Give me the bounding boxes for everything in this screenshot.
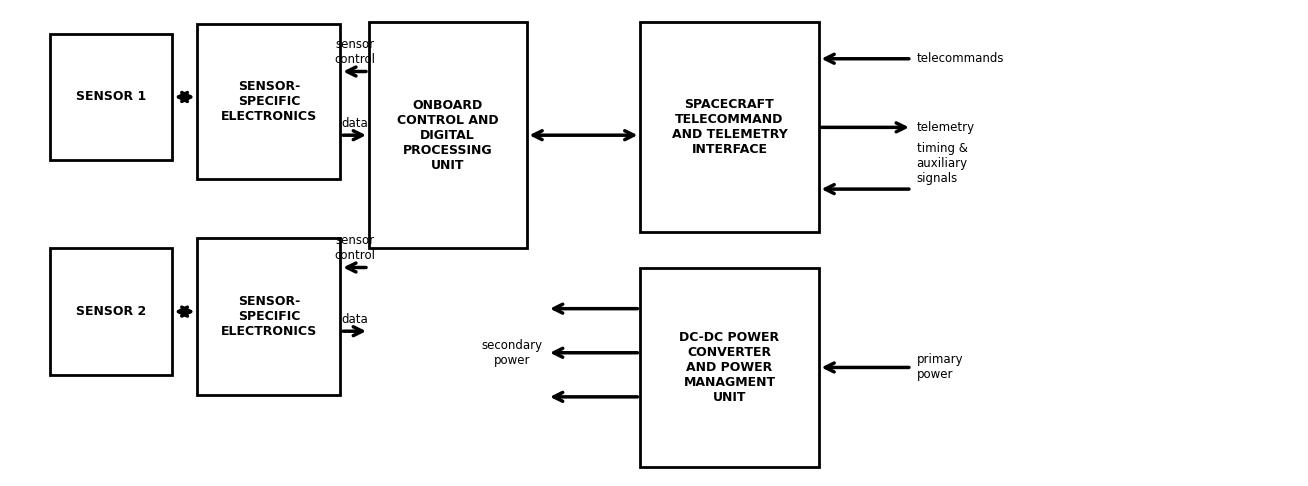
Text: SENSOR-
SPECIFIC
ELECTRONICS: SENSOR- SPECIFIC ELECTRONICS: [221, 80, 317, 123]
Bar: [641, 22, 819, 232]
Text: timing &
auxiliary
signals: timing & auxiliary signals: [917, 142, 968, 185]
Bar: [50, 248, 171, 375]
Bar: [198, 24, 340, 179]
Text: SENSOR 1: SENSOR 1: [76, 90, 146, 104]
Text: data: data: [341, 117, 368, 130]
Bar: [369, 22, 527, 248]
Text: SENSOR-
SPECIFIC
ELECTRONICS: SENSOR- SPECIFIC ELECTRONICS: [221, 295, 317, 338]
Text: data: data: [341, 313, 368, 326]
Text: ONBOARD
CONTROL AND
DIGITAL
PROCESSING
UNIT: ONBOARD CONTROL AND DIGITAL PROCESSING U…: [396, 99, 498, 172]
Bar: [198, 238, 340, 395]
Text: sensor
control: sensor control: [334, 234, 375, 261]
Text: DC-DC POWER
CONVERTER
AND POWER
MANAGMENT
UNIT: DC-DC POWER CONVERTER AND POWER MANAGMEN…: [679, 331, 780, 404]
Text: primary
power: primary power: [917, 353, 963, 382]
Bar: [641, 267, 819, 468]
Text: SENSOR 2: SENSOR 2: [76, 305, 146, 318]
Text: telecommands: telecommands: [917, 52, 1005, 65]
Text: SPACECRAFT
TELECOMMAND
AND TELEMETRY
INTERFACE: SPACECRAFT TELECOMMAND AND TELEMETRY INT…: [671, 98, 787, 156]
Text: telemetry: telemetry: [917, 121, 974, 134]
Text: secondary
power: secondary power: [481, 339, 543, 367]
Text: sensor
control: sensor control: [334, 37, 375, 66]
Bar: [50, 34, 171, 160]
